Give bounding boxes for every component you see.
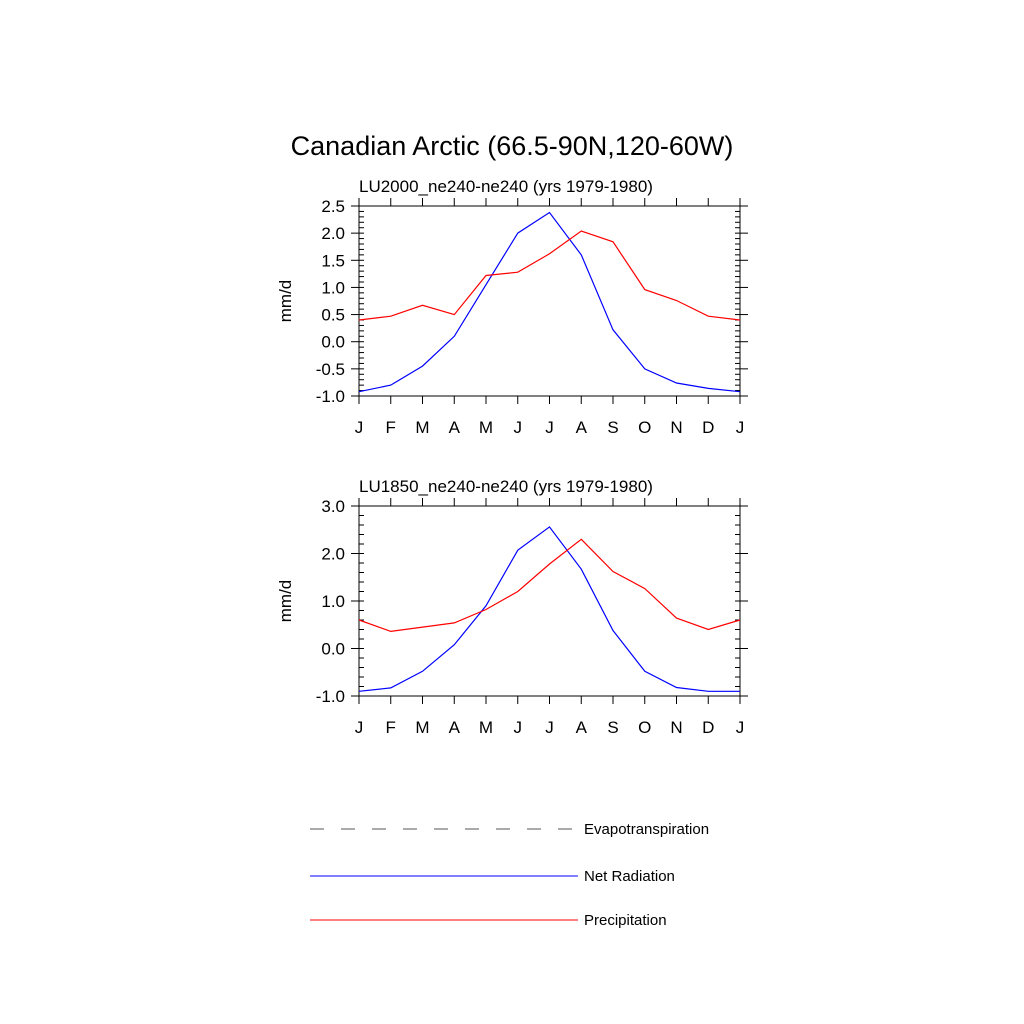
y-tick-label: -1.0 [316,687,345,706]
y-axis-label: mm/d [276,580,295,623]
plot-area-lu1850: 3.02.01.00.0-1.0J F M A M J J A S O N D Jmm/d [276,497,748,737]
y-tick-label: 2.5 [321,197,345,216]
y-tick-label: 0.5 [321,306,345,325]
x-tick-label: N [670,418,682,437]
x-tick-label: A [449,718,461,737]
legend-label-net-radiation: Net Radiation [584,868,675,885]
figure-title: Canadian Arctic (66.5-90N,120-60W) [291,131,734,161]
y-axis-label: mm/d [276,280,295,323]
x-tick-label: J [355,718,364,737]
panel-lu1850: LU1850_ne240-ne240 (yrs 1979-1980) 3.0 2.… [276,477,748,737]
legend: Evapotranspiration Net Radiation Precipita… [310,821,709,929]
legend-label-precipitation: Precipitation [584,912,667,929]
x-tick-label: O [638,718,651,737]
y-tick-label: 0.0 [321,640,345,659]
x-tick-label: S [607,418,618,437]
x-tick-label: O [638,418,651,437]
y-tick-label: -1.0 [316,387,345,406]
x-tick-label: M [479,418,493,437]
y-tick-label: 1.0 [321,278,345,297]
x-tick-label: J [736,418,745,437]
x-tick-label: D [702,718,714,737]
x-tick-label: A [576,718,588,737]
x-tick-label: S [607,718,618,737]
x-tick-label: F [386,718,396,737]
panel-title-lu1850: LU1850_ne240-ne240 (yrs 1979-1980) [359,477,653,496]
y-tick-label: 1.0 [321,592,345,611]
y-tick-label: 3.0 [321,497,345,516]
x-tick-label: A [576,418,588,437]
x-tick-label: N [670,718,682,737]
x-tick-label: M [479,718,493,737]
plot-frame [358,205,741,397]
panel-title-lu2000: LU2000_ne240-ne240 (yrs 1979-1980) [359,177,653,196]
y-tick-label: 0.0 [321,333,345,352]
x-tick-label: J [736,718,745,737]
series-line-net-radiation [358,211,741,393]
panel-lu2000: LU2000_ne240-ne240 (yrs 1979-1980) 2.5 2.… [276,177,748,437]
x-tick-label: D [702,418,714,437]
y-tick-label: -0.5 [316,360,345,379]
x-tick-label: J [514,418,523,437]
x-tick-label: J [355,418,364,437]
y-tick-label: 2.0 [321,224,345,243]
series-line-net-radiation [358,526,740,692]
x-tick-label: M [415,418,429,437]
x-tick-label: J [514,718,523,737]
series-line-precipitation [358,230,741,321]
x-tick-label: J [545,418,554,437]
x-tick-label: M [415,718,429,737]
legend-label-evapotranspiration: Evapotranspiration [584,821,709,838]
series-line-precipitation [358,538,741,633]
x-tick-label: A [449,418,461,437]
y-tick-label: 2.0 [321,545,345,564]
y-tick-label: 1.5 [321,251,345,270]
plot-area-lu2000: 2.52.01.51.00.50.0-0.5-1.0J F M A M J J A S O N D Jm… [276,197,748,437]
plot-frame [358,505,741,697]
x-tick-label: F [386,418,396,437]
x-tick-label: J [545,718,554,737]
